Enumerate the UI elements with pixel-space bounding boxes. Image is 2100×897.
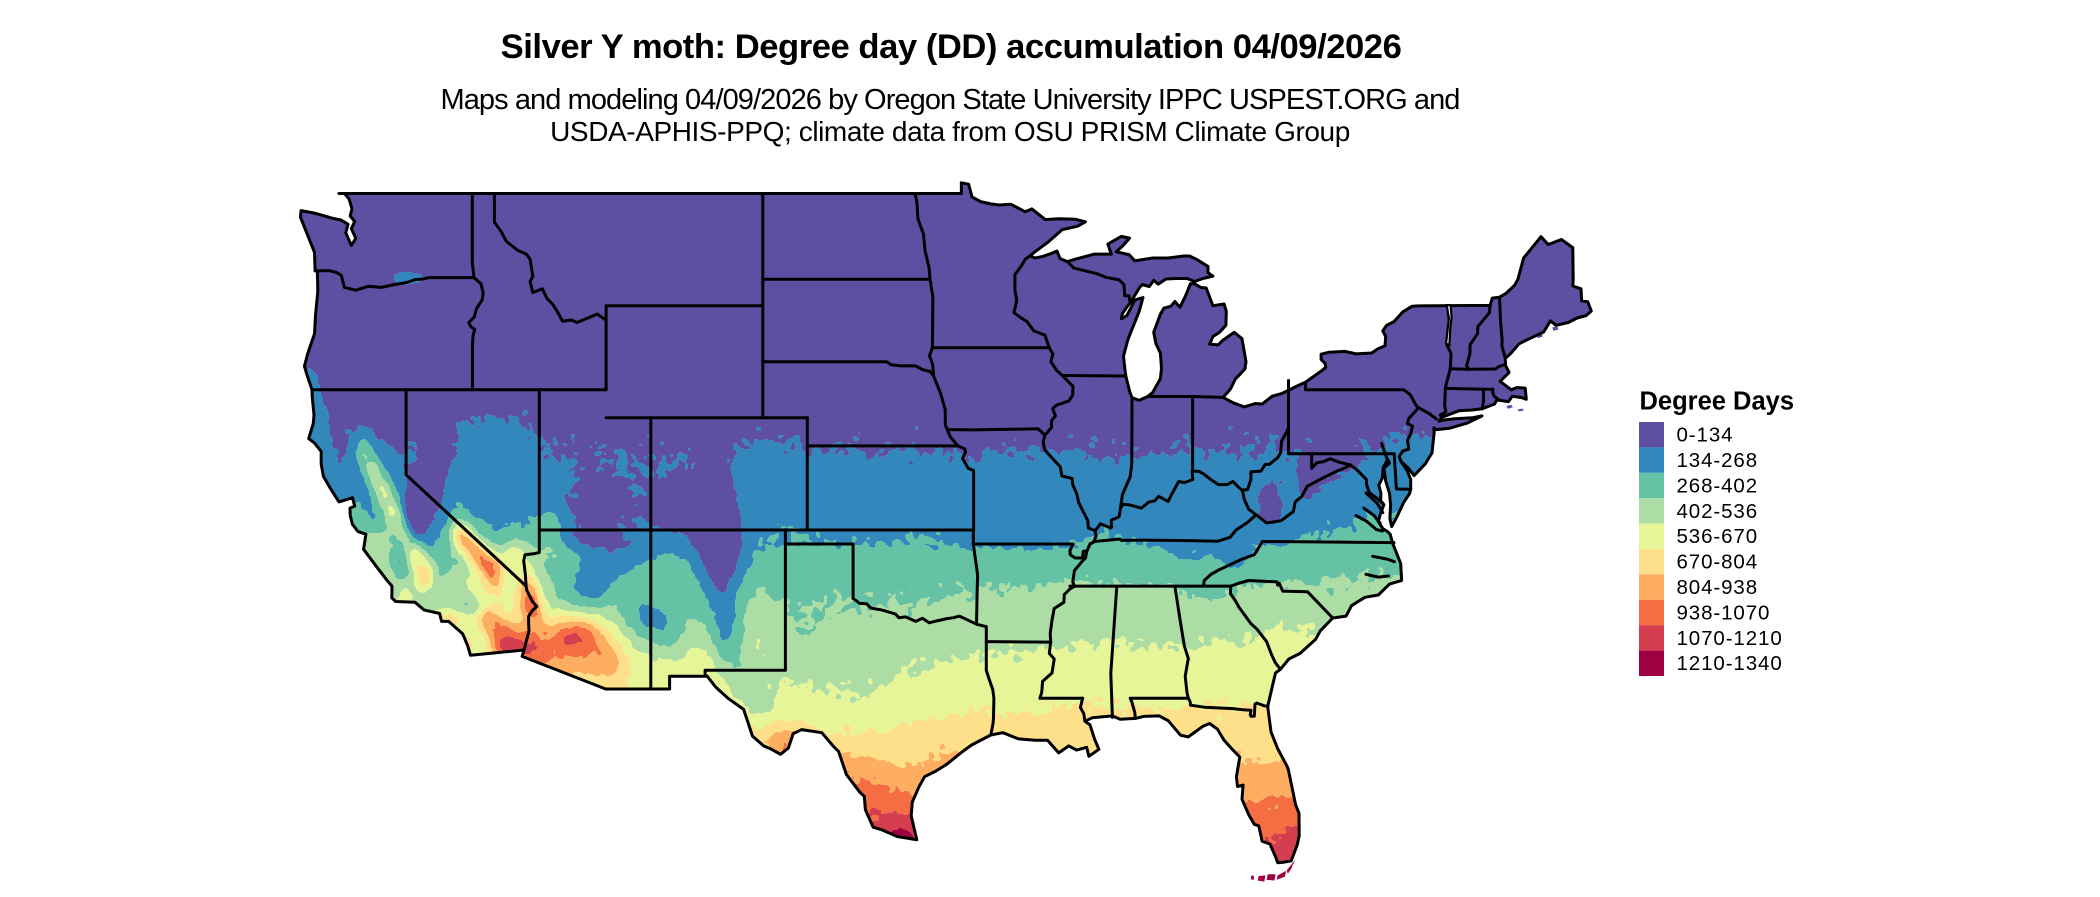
svg-text:134-268: 134-268 <box>1677 449 1759 472</box>
svg-text:Degree Days: Degree Days <box>1640 388 1795 416</box>
svg-text:402-536: 402-536 <box>1677 500 1759 523</box>
svg-text:670-804: 670-804 <box>1677 551 1759 574</box>
svg-text:1210-1340: 1210-1340 <box>1677 652 1783 675</box>
svg-text:0-134: 0-134 <box>1677 424 1734 447</box>
svg-text:536-670: 536-670 <box>1677 525 1759 548</box>
svg-text:USDA-APHIS-PPQ; climate data f: USDA-APHIS-PPQ; climate data from OSU PR… <box>550 116 1350 147</box>
svg-text:Silver Y moth: Degree day (DD): Silver Y moth: Degree day (DD) accumulat… <box>501 28 1402 66</box>
svg-text:1070-1210: 1070-1210 <box>1677 627 1783 650</box>
svg-text:268-402: 268-402 <box>1677 474 1759 497</box>
svg-text:804-938: 804-938 <box>1677 576 1759 599</box>
svg-text:Maps and modeling 04/09/2026 b: Maps and modeling 04/09/2026 by Oregon S… <box>440 84 1459 116</box>
svg-text:938-1070: 938-1070 <box>1677 601 1771 624</box>
